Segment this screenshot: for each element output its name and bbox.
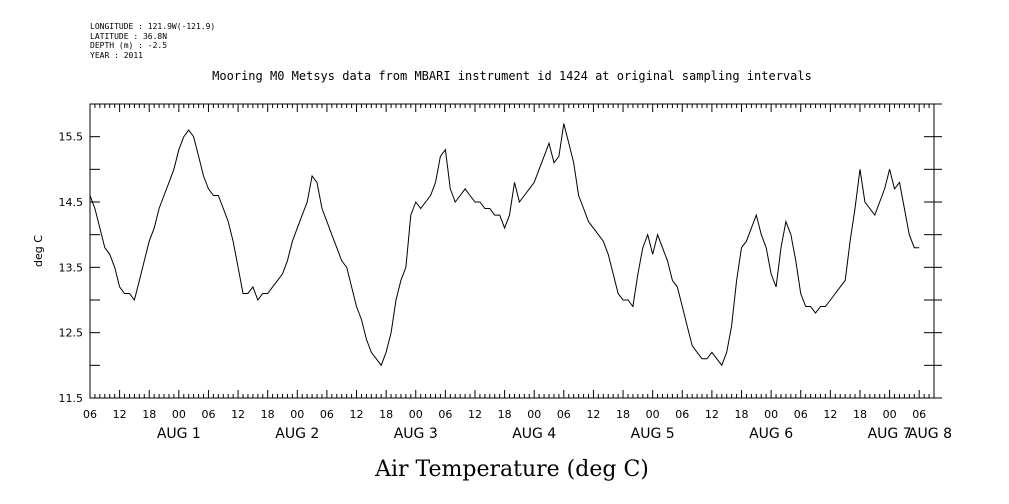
x-tick-label: 18 [735, 408, 749, 421]
chart-title: Mooring M0 Metsys data from MBARI instru… [212, 69, 812, 83]
x-tick-label: 12 [231, 408, 245, 421]
x-tick-label: 00 [527, 408, 541, 421]
metadata-block: LONGITUDE : 121.9W(-121.9) LATITUDE : 36… [90, 22, 215, 60]
x-tick-label: 12 [586, 408, 600, 421]
y-tick-label: 14.5 [59, 196, 84, 209]
x-tick-label: 18 [261, 408, 275, 421]
y-tick-label: 15.5 [59, 131, 84, 144]
day-label: AUG 4 [512, 426, 556, 442]
x-tick-label: 00 [290, 408, 304, 421]
day-label: AUG 7 [868, 426, 912, 442]
x-tick-label: 18 [498, 408, 512, 421]
x-tick-label: 00 [764, 408, 778, 421]
depth-text: DEPTH (m) : -2.5 [90, 41, 168, 50]
y-tick-label: 12.5 [59, 327, 84, 340]
x-tick-label: 00 [409, 408, 423, 421]
x-tick-label: 12 [705, 408, 719, 421]
x-tick-label: 00 [172, 408, 186, 421]
day-label: AUG 1 [157, 426, 201, 442]
x-tick-label: 12 [823, 408, 837, 421]
y-axis-label: deg C [32, 235, 45, 267]
y-tick-label: 11.5 [59, 392, 84, 405]
x-tick-label: 00 [883, 408, 897, 421]
plot-frame [89, 103, 935, 399]
day-label: AUG 3 [394, 426, 438, 442]
x-tick-label: 06 [557, 408, 571, 421]
x-tick-group: 06 12 18 00 06 12 18 00 06 12 18 00 06 12 18 00 06 12 18 00… [83, 104, 952, 442]
y-tick-group: 11.5 12.5 13.5 14.5 15.5 [59, 103, 942, 405]
x-tick-label: 06 [912, 408, 926, 421]
latitude-text: LATITUDE : 36.8N [90, 31, 168, 41]
x-tick-label: 00 [646, 408, 660, 421]
longitude-text: LONGITUDE : 121.9W(-121.9) [90, 22, 216, 31]
y-tick-label: 13.5 [59, 261, 84, 274]
day-label: AUG 2 [275, 426, 319, 442]
series-line [89, 123, 920, 367]
x-tick-label: 12 [468, 408, 482, 421]
x-tick-label: 12 [113, 408, 127, 421]
x-tick-label: 06 [201, 408, 215, 421]
x-axis-label: Air Temperature (deg C) [374, 457, 649, 482]
x-tick-label: 06 [794, 408, 808, 421]
day-label: AUG 5 [631, 426, 675, 442]
x-tick-label: 06 [438, 408, 452, 421]
day-label: AUG 8 [908, 426, 952, 442]
year-text: YEAR : 2011 [90, 50, 143, 60]
x-tick-label: 06 [675, 408, 689, 421]
day-label: AUG 6 [749, 426, 793, 442]
x-tick-label: 18 [853, 408, 867, 421]
x-tick-label: 06 [83, 408, 97, 421]
x-tick-label: 12 [350, 408, 364, 421]
x-tick-label: 18 [616, 408, 630, 421]
x-tick-label: 18 [379, 408, 393, 421]
x-tick-label: 06 [320, 408, 334, 421]
x-tick-label: 18 [142, 408, 156, 421]
